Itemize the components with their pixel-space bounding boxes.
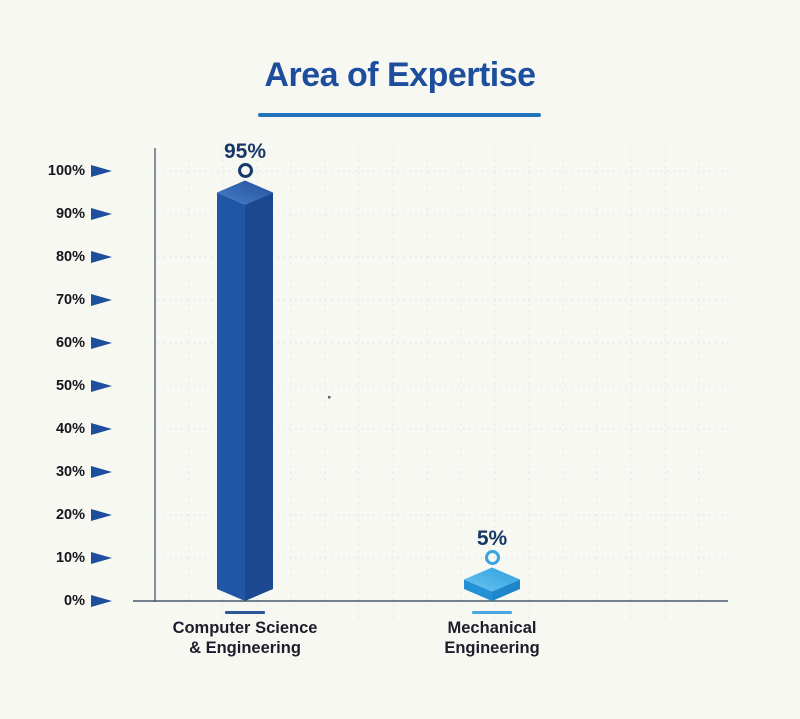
value-label: 5% xyxy=(476,526,508,550)
y-tick: 70% xyxy=(0,292,112,309)
y-tick-label: 40% xyxy=(55,421,85,437)
category-label: Computer Science & Engineering xyxy=(172,619,318,657)
y-tick-label: 20% xyxy=(55,507,85,523)
y-tick-label: 0% xyxy=(64,593,85,609)
bar-left-face xyxy=(464,579,492,601)
value-ring xyxy=(237,163,253,178)
arrow-right-icon xyxy=(91,552,112,564)
bar-left-face xyxy=(217,192,245,601)
speck xyxy=(328,396,331,399)
y-tick-label: 80% xyxy=(55,249,85,265)
y-tick: 100% xyxy=(0,163,112,180)
bar-0 xyxy=(217,180,273,601)
y-tick: 90% xyxy=(0,206,112,223)
y-tick-label: 100% xyxy=(47,163,85,179)
chart-title: Area of Expertise xyxy=(264,56,536,94)
arrow-right-icon xyxy=(91,337,112,349)
value-label: 95% xyxy=(223,139,267,163)
category-label: Mechanical Engineering xyxy=(444,619,540,657)
y-tick-label: 50% xyxy=(55,378,85,394)
arrow-right-icon xyxy=(91,423,112,435)
y-tick: 10% xyxy=(0,550,112,567)
bar-right-face xyxy=(492,579,520,601)
y-tick-label: 30% xyxy=(55,464,85,480)
value-ring xyxy=(484,550,500,565)
arrow-right-icon xyxy=(91,294,112,306)
bar-top-face xyxy=(217,180,273,205)
bar-right-face xyxy=(245,192,273,601)
arrow-right-icon xyxy=(91,595,112,607)
bar-1 xyxy=(464,567,520,601)
arrow-right-icon xyxy=(91,466,112,478)
y-tick: 60% xyxy=(0,335,112,352)
arrow-right-icon xyxy=(91,509,112,521)
y-tick-label: 90% xyxy=(55,206,85,222)
y-tick: 80% xyxy=(0,249,112,266)
arrow-right-icon xyxy=(91,380,112,392)
bar-underline xyxy=(225,611,265,614)
arrow-right-icon xyxy=(91,208,112,220)
y-tick-label: 10% xyxy=(55,550,85,566)
arrow-right-icon xyxy=(91,165,112,177)
bar-underline xyxy=(472,611,512,614)
y-tick: 40% xyxy=(0,421,112,438)
y-tick: 30% xyxy=(0,464,112,481)
title-underline xyxy=(258,113,541,117)
y-tick: 50% xyxy=(0,378,112,395)
y-tick: 20% xyxy=(0,507,112,524)
y-tick-label: 60% xyxy=(55,335,85,351)
y-tick: 0% xyxy=(0,593,112,610)
arrow-right-icon xyxy=(91,251,112,263)
y-tick-label: 70% xyxy=(55,292,85,308)
bar-top-face xyxy=(464,567,520,592)
